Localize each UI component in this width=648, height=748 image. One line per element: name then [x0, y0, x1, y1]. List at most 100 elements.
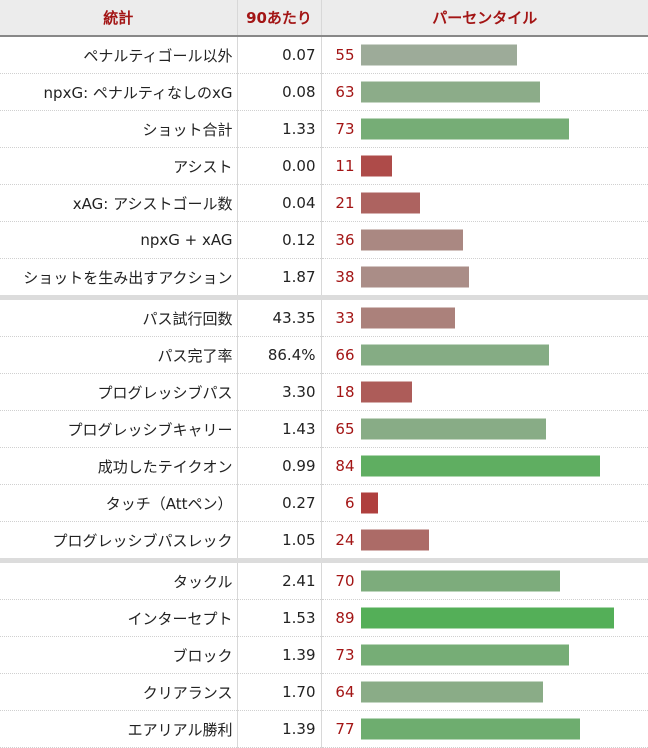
- percentile-cell: 36: [321, 221, 648, 259]
- percentile-bar: [360, 607, 615, 629]
- percentile-bar: [360, 644, 569, 666]
- table-row: パス試行回数 43.35 33: [0, 297, 648, 337]
- percentile-cell: 73: [321, 110, 648, 148]
- per90-value: 0.27: [237, 484, 322, 522]
- table-row: プログレッシブキャリー 1.43 65: [0, 410, 648, 448]
- stat-name: アシスト: [0, 147, 238, 185]
- percentile-bar: [360, 266, 469, 288]
- percentile-cell: 64: [321, 673, 648, 711]
- percentile-value: 65: [335, 420, 355, 438]
- percentile-bar: [360, 44, 518, 66]
- header-row: 統計 90あたり パーセンタイル: [0, 0, 648, 37]
- header-stat[interactable]: 統計: [0, 0, 238, 37]
- percentile-cell: 33: [321, 297, 648, 337]
- percentile-bar: [360, 492, 378, 514]
- table-row: アシスト 0.00 11: [0, 147, 648, 185]
- percentile-cell: 65: [321, 410, 648, 448]
- table-row: プログレッシブパス 3.30 18: [0, 373, 648, 411]
- percentile-cell: 38: [321, 258, 648, 300]
- stat-name: パス完了率: [0, 336, 238, 374]
- percentile-cell: 73: [321, 636, 648, 674]
- per90-value: 1.05: [237, 521, 322, 563]
- per90-value: 86.4%: [237, 336, 322, 374]
- stat-name: タッチ（Attペン）: [0, 484, 238, 522]
- stat-name: プログレッシブパスレック: [0, 521, 238, 563]
- stat-name: 成功したテイクオン: [0, 447, 238, 485]
- percentile-bar: [360, 718, 580, 740]
- percentile-value: 84: [335, 457, 355, 475]
- percentile-value: 73: [335, 120, 355, 138]
- percentile-cell: 89: [321, 599, 648, 637]
- per90-value: 2.41: [237, 560, 322, 600]
- per90-value: 0.04: [237, 184, 322, 222]
- table-body: ペナルティゴール以外 0.07 55 npxG: ペナルティなしのxG 0.08 63 ショ…: [0, 36, 648, 748]
- percentile-value: 66: [335, 346, 355, 364]
- table-row: パス完了率 86.4% 66: [0, 336, 648, 374]
- percentile-bar: [360, 192, 421, 214]
- percentile-cell: 63: [321, 73, 648, 111]
- stat-name: npxG: ペナルティなしのxG: [0, 73, 238, 111]
- header-per90[interactable]: 90あたり: [237, 0, 322, 37]
- percentile-bar: [360, 155, 392, 177]
- per90-value: 0.12: [237, 221, 322, 259]
- table-row: ブロック 1.39 73: [0, 636, 648, 674]
- stat-name: ショットを生み出すアクション: [0, 258, 238, 300]
- stat-name: ブロック: [0, 636, 238, 674]
- per90-value: 0.00: [237, 147, 322, 185]
- table-row: npxG + xAG 0.12 36: [0, 221, 648, 259]
- percentile-value: 21: [335, 194, 355, 212]
- percentile-bar: [360, 307, 455, 329]
- stat-name: パス試行回数: [0, 297, 238, 337]
- percentile-bar: [360, 418, 546, 440]
- percentile-value: 64: [335, 683, 355, 701]
- percentile-cell: 55: [321, 36, 648, 74]
- stat-name: ショット合計: [0, 110, 238, 148]
- per90-value: 1.53: [237, 599, 322, 637]
- stat-name: プログレッシブキャリー: [0, 410, 238, 448]
- percentile-bar: [360, 229, 464, 251]
- percentile-bar: [360, 529, 429, 551]
- percentile-bar: [360, 455, 600, 477]
- stat-name: クリアランス: [0, 673, 238, 711]
- per90-value: 43.35: [237, 297, 322, 337]
- percentile-value: 33: [335, 309, 355, 327]
- per90-value: 0.07: [237, 36, 322, 74]
- percentile-bar: [360, 681, 543, 703]
- percentile-value: 77: [335, 720, 355, 738]
- percentile-cell: 11: [321, 147, 648, 185]
- percentile-value: 55: [335, 46, 355, 64]
- stat-name: xAG: アシストゴール数: [0, 184, 238, 222]
- percentile-cell: 70: [321, 560, 648, 600]
- stat-name: プログレッシブパス: [0, 373, 238, 411]
- percentile-bar: [360, 570, 560, 592]
- percentile-value: 11: [335, 157, 355, 175]
- percentile-value: 36: [335, 231, 355, 249]
- table-row: ショット合計 1.33 73: [0, 110, 648, 148]
- percentile-cell: 21: [321, 184, 648, 222]
- percentile-value: 70: [335, 572, 355, 590]
- per90-value: 1.43: [237, 410, 322, 448]
- table-row: ペナルティゴール以外 0.07 55: [0, 36, 648, 74]
- per90-value: 1.70: [237, 673, 322, 711]
- percentile-value: 63: [335, 83, 355, 101]
- percentile-bar: [360, 81, 541, 103]
- percentile-cell: 84: [321, 447, 648, 485]
- table-row: npxG: ペナルティなしのxG 0.08 63: [0, 73, 648, 111]
- percentile-value: 38: [335, 268, 355, 286]
- per90-value: 1.39: [237, 636, 322, 674]
- per90-value: 0.99: [237, 447, 322, 485]
- stat-name: インターセプト: [0, 599, 238, 637]
- percentile-cell: 24: [321, 521, 648, 563]
- percentile-value: 89: [335, 609, 355, 627]
- table-row: xAG: アシストゴール数 0.04 21: [0, 184, 648, 222]
- stat-name: タックル: [0, 560, 238, 600]
- table-row: プログレッシブパスレック 1.05 24: [0, 521, 648, 563]
- percentile-value: 18: [335, 383, 355, 401]
- percentile-cell: 66: [321, 336, 648, 374]
- per90-value: 0.08: [237, 73, 322, 111]
- stat-name: npxG + xAG: [0, 221, 238, 259]
- header-percentile[interactable]: パーセンタイル: [321, 0, 648, 37]
- percentile-bar: [360, 118, 569, 140]
- table-row: タックル 2.41 70: [0, 560, 648, 600]
